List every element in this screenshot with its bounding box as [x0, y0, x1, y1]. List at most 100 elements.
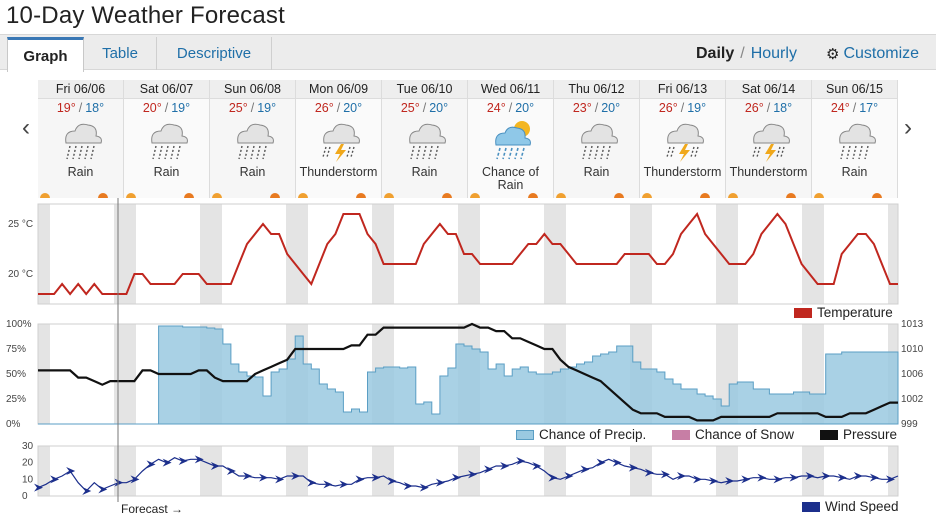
high-temp: 25° — [228, 101, 248, 115]
mode-hourly[interactable]: Hourly — [750, 44, 797, 62]
rain-icon — [230, 117, 278, 163]
night-band — [372, 204, 394, 304]
pressure-axis-tick: 999 — [901, 419, 918, 430]
wind-direction-arrow — [387, 477, 397, 485]
day-date: Mon 06/09 — [296, 80, 381, 99]
wind-direction-arrow — [484, 465, 494, 474]
legend-pressure-swatch — [820, 429, 838, 440]
night-band — [286, 446, 308, 496]
wind-direction-arrow — [275, 475, 285, 484]
night-band — [200, 446, 222, 496]
wind-direction-arrow — [516, 457, 526, 465]
sun-markers — [814, 193, 882, 198]
wind-direction-arrow — [676, 472, 686, 480]
wind-direction-arrow — [821, 472, 831, 480]
day-temps: 26°/20° — [296, 101, 381, 115]
mode-daily[interactable]: Daily — [696, 44, 735, 62]
sunrise-icon — [556, 193, 566, 198]
wind-axis-tick: 30 — [22, 441, 34, 452]
legend-wind: Wind Speed — [802, 499, 899, 514]
sun-markers — [40, 193, 108, 198]
day-column: Sun 06/15 24°/17° Rain — [812, 80, 898, 198]
day-date: Thu 06/12 — [554, 80, 639, 99]
condition-text: Rain — [67, 165, 94, 179]
legend-temperature-label: Temperature — [817, 305, 893, 320]
temp-separator: / — [422, 101, 427, 115]
sunrise-icon — [384, 193, 394, 198]
pressure-axis-tick: 1013 — [901, 319, 924, 330]
sunrise-icon — [298, 193, 308, 198]
wind-direction-arrow — [532, 462, 542, 470]
night-band — [544, 204, 566, 304]
tab-descriptive[interactable]: Descriptive — [157, 37, 272, 70]
wind-direction-arrow — [500, 462, 510, 470]
wind-direction-arrow — [468, 470, 478, 479]
wind-direction-arrow — [130, 475, 140, 484]
sun-markers — [126, 193, 194, 198]
high-temp: 26° — [314, 101, 334, 115]
high-temp: 24° — [486, 101, 506, 115]
wind-direction-arrow — [291, 472, 301, 480]
day-date: Sat 06/14 — [726, 80, 811, 99]
tab-table[interactable]: Table — [84, 37, 157, 70]
wind-direction-arrow — [596, 458, 606, 467]
wind-direction-arrow — [580, 465, 590, 474]
wind-direction-arrow — [259, 473, 269, 482]
day-date: Fri 06/13 — [640, 80, 725, 99]
day-column: Wed 06/11 24°/20° Chance of Rain — [468, 80, 554, 198]
low-temp: 20° — [429, 101, 449, 115]
high-temp: 19° — [56, 101, 76, 115]
night-band — [716, 446, 738, 496]
wind-direction-arrow — [242, 472, 252, 480]
low-temp: 18° — [85, 101, 105, 115]
view-tab-bar: Graph Table Descriptive Daily / Hourly ⚙… — [0, 34, 936, 72]
customize-button[interactable]: ⚙ Customize — [826, 37, 919, 70]
low-temp: 20° — [515, 101, 535, 115]
temperature-line — [38, 212, 898, 296]
wind-direction-arrow — [644, 468, 654, 477]
day-temps: 25°/20° — [382, 101, 467, 115]
day-date: Sun 06/15 — [812, 80, 897, 99]
wind-direction-arrow — [403, 482, 413, 490]
condition-text: Rain — [841, 165, 868, 179]
sunrise-icon — [40, 193, 50, 198]
tab-graph[interactable]: Graph — [7, 37, 84, 72]
wind-direction-arrow — [114, 478, 124, 487]
day-temps: 20°/19° — [124, 101, 209, 115]
prev-arrow-icon[interactable]: ‹ — [22, 114, 30, 141]
temp-separator: / — [852, 101, 857, 115]
temp-separator: / — [250, 101, 255, 115]
sunset-icon — [184, 193, 194, 198]
night-band — [544, 446, 566, 496]
wind-direction-arrow — [34, 483, 43, 492]
legend-precip-swatch — [516, 429, 534, 440]
legend-pressure: Pressure — [820, 427, 897, 442]
wind-direction-arrow — [82, 487, 92, 495]
precip-axis-tick: 50% — [6, 369, 26, 380]
rain-icon — [58, 117, 106, 163]
wind-direction-arrow — [162, 458, 172, 467]
wind-direction-arrow — [548, 473, 558, 482]
day-temps: 19°/18° — [38, 101, 123, 115]
day-strip: Fri 06/06 19°/18° Rain Sat 06/07 20°/19° Rain… — [38, 80, 898, 198]
legend-precip: Chance of Precip. — [516, 427, 646, 442]
next-arrow-icon[interactable]: › — [904, 114, 912, 141]
wind-direction-arrow — [307, 478, 317, 487]
high-temp: 26° — [658, 101, 678, 115]
wind-direction-arrow — [725, 477, 735, 485]
sunset-icon — [270, 193, 280, 198]
night-band — [372, 446, 394, 496]
panel-frame — [37, 445, 899, 497]
wind-direction-arrow — [451, 473, 461, 482]
low-temp: 17° — [859, 101, 879, 115]
wind-direction-arrow — [628, 463, 638, 472]
sun-markers — [642, 193, 710, 198]
wind-axis-tick: 20 — [22, 458, 34, 469]
sunset-icon — [786, 193, 796, 198]
sun-markers — [212, 193, 280, 198]
legend-wind-swatch — [802, 501, 820, 512]
sunrise-icon — [126, 193, 136, 198]
condition-text: Chance of Rain — [482, 165, 539, 192]
condition-text: Rain — [411, 165, 438, 179]
wind-direction-arrow — [50, 475, 60, 484]
